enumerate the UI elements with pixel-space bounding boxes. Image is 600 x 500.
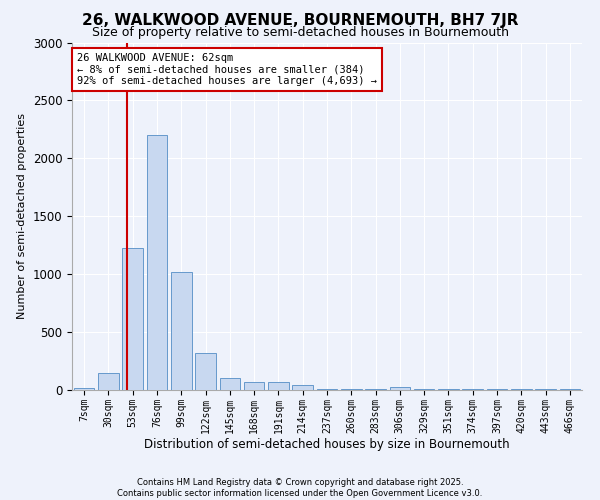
Bar — [292, 385, 313, 390]
Bar — [195, 353, 216, 390]
Bar — [146, 135, 167, 390]
Text: Contains HM Land Registry data © Crown copyright and database right 2025.
Contai: Contains HM Land Registry data © Crown c… — [118, 478, 482, 498]
Text: Size of property relative to semi-detached houses in Bournemouth: Size of property relative to semi-detach… — [91, 26, 509, 39]
Bar — [244, 382, 265, 390]
Bar — [171, 272, 191, 390]
Bar — [220, 378, 240, 390]
Bar — [74, 388, 94, 390]
Y-axis label: Number of semi-detached properties: Number of semi-detached properties — [17, 114, 27, 320]
Bar — [122, 248, 143, 390]
Bar — [389, 386, 410, 390]
Text: 26 WALKWOOD AVENUE: 62sqm
← 8% of semi-detached houses are smaller (384)
92% of : 26 WALKWOOD AVENUE: 62sqm ← 8% of semi-d… — [77, 53, 377, 86]
Bar — [268, 382, 289, 390]
Text: 26, WALKWOOD AVENUE, BOURNEMOUTH, BH7 7JR: 26, WALKWOOD AVENUE, BOURNEMOUTH, BH7 7J… — [82, 12, 518, 28]
Bar — [98, 372, 119, 390]
X-axis label: Distribution of semi-detached houses by size in Bournemouth: Distribution of semi-detached houses by … — [144, 438, 510, 452]
